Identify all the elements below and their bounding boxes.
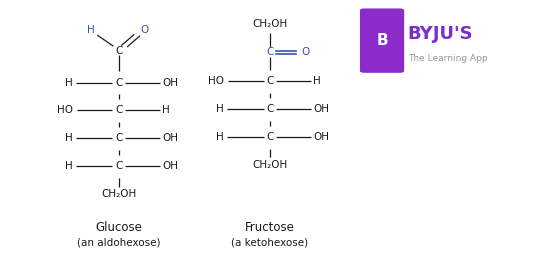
Text: H: H	[217, 104, 224, 114]
Text: CH₂OH: CH₂OH	[101, 189, 137, 199]
Text: C: C	[266, 104, 274, 114]
Text: C: C	[115, 77, 123, 88]
Text: CH₂OH: CH₂OH	[252, 19, 288, 29]
Text: H: H	[162, 105, 170, 116]
Text: Glucose: Glucose	[96, 221, 142, 234]
Text: CH₂OH: CH₂OH	[252, 160, 288, 170]
Text: Fructose: Fructose	[245, 221, 295, 234]
Text: OH: OH	[313, 132, 329, 142]
Text: B: B	[376, 33, 388, 48]
Text: OH: OH	[313, 104, 329, 114]
Text: H: H	[217, 132, 224, 142]
Text: O: O	[301, 47, 309, 57]
Text: C: C	[115, 105, 123, 116]
Text: BYJU'S: BYJU'S	[408, 25, 474, 43]
Text: HO: HO	[57, 105, 73, 116]
Text: O: O	[140, 25, 149, 36]
Text: H: H	[65, 77, 73, 88]
Text: OH: OH	[162, 161, 178, 171]
Text: C: C	[115, 161, 123, 171]
Text: HO: HO	[208, 76, 224, 86]
Text: The Learning App: The Learning App	[408, 54, 487, 63]
Text: H: H	[313, 76, 321, 86]
Text: C: C	[266, 132, 274, 142]
Text: H: H	[65, 161, 73, 171]
Text: C: C	[115, 133, 123, 144]
Text: C: C	[266, 76, 274, 86]
Text: (a ketohexose): (a ketohexose)	[232, 237, 308, 248]
Text: C: C	[115, 46, 123, 56]
Text: OH: OH	[162, 77, 178, 88]
Text: H: H	[65, 133, 73, 144]
Text: H: H	[87, 25, 94, 36]
FancyBboxPatch shape	[359, 8, 405, 74]
Text: C: C	[266, 47, 274, 57]
Text: OH: OH	[162, 133, 178, 144]
Text: (an aldohexose): (an aldohexose)	[77, 237, 160, 248]
